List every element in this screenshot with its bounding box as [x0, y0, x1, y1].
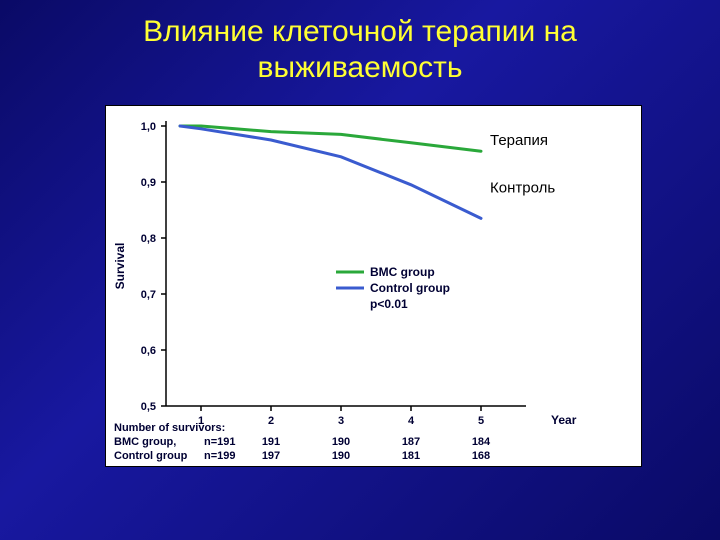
svg-text:p<0.01: p<0.01 — [370, 297, 408, 311]
svg-text:n=191: n=191 — [204, 436, 236, 448]
svg-text:0,6: 0,6 — [141, 345, 156, 357]
slide-title: Влияние клеточной терапии на выживаемост… — [0, 0, 720, 86]
svg-text:0,8: 0,8 — [141, 233, 156, 245]
svg-text:n=199: n=199 — [204, 450, 236, 462]
svg-text:BMC group: BMC group — [370, 265, 435, 279]
svg-text:197: 197 — [262, 450, 280, 462]
svg-text:191: 191 — [262, 436, 280, 448]
survival-chart: 0,50,60,70,80,91,012345SurvivalYearТерап… — [105, 105, 642, 467]
svg-text:187: 187 — [402, 436, 420, 448]
svg-text:Control group: Control group — [370, 281, 450, 295]
svg-text:Терапия: Терапия — [490, 132, 548, 149]
svg-text:BMC group,: BMC group, — [114, 436, 176, 448]
svg-text:0,5: 0,5 — [141, 401, 156, 413]
svg-text:184: 184 — [472, 436, 491, 448]
svg-text:5: 5 — [478, 415, 484, 427]
svg-text:4: 4 — [408, 415, 415, 427]
svg-text:1,0: 1,0 — [141, 121, 156, 133]
svg-text:Year: Year — [551, 413, 577, 427]
svg-text:181: 181 — [402, 450, 420, 462]
svg-text:168: 168 — [472, 450, 490, 462]
svg-text:3: 3 — [338, 415, 344, 427]
svg-text:Control group: Control group — [114, 450, 188, 462]
svg-text:Контроль: Контроль — [490, 180, 555, 197]
title-line2: выживаемость — [258, 51, 463, 84]
svg-text:190: 190 — [332, 450, 350, 462]
svg-text:190: 190 — [332, 436, 350, 448]
svg-text:2: 2 — [268, 415, 274, 427]
svg-text:Number of survivors:: Number of survivors: — [114, 422, 225, 434]
svg-text:Survival: Survival — [113, 243, 127, 290]
svg-text:0,7: 0,7 — [141, 289, 156, 301]
title-line1: Влияние клеточной терапии на — [143, 15, 577, 48]
svg-text:0,9: 0,9 — [141, 177, 156, 189]
